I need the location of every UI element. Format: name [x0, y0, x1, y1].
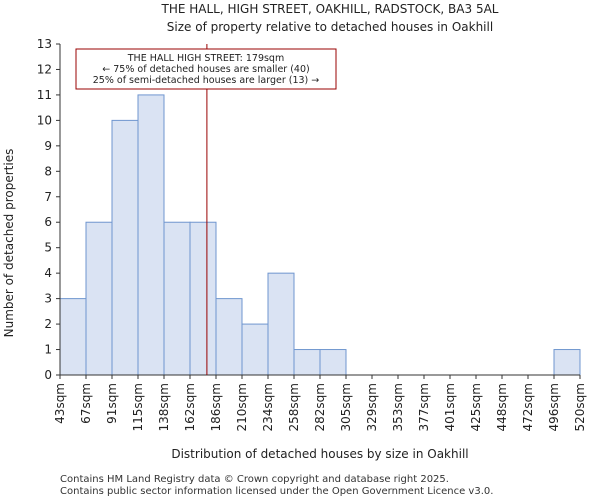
x-axis-label: Distribution of detached houses by size …	[171, 447, 468, 461]
y-tick-label-1: 1	[44, 343, 52, 357]
y-tick-label-6: 6	[44, 215, 52, 229]
bar-186sqm	[215, 298, 243, 376]
x-tick-label-234sqm: 234sqm	[261, 383, 275, 431]
x-tick-label-282sqm: 282sqm	[313, 383, 327, 431]
bar-234sqm	[267, 272, 295, 376]
x-tick-label-186sqm: 186sqm	[209, 383, 223, 431]
bar-138sqm	[163, 221, 191, 376]
annotation-line-1: THE HALL HIGH STREET: 179sqm	[127, 53, 284, 64]
y-tick-label-5: 5	[44, 241, 52, 255]
x-tick-label-377sqm: 377sqm	[417, 383, 431, 431]
bar-162sqm	[189, 221, 217, 376]
x-tick-label-425sqm: 425sqm	[469, 383, 483, 431]
x-tick-label-448sqm: 448sqm	[495, 383, 509, 431]
y-tick-label-12: 12	[37, 62, 52, 76]
x-tick-label-258sqm: 258sqm	[287, 383, 301, 431]
y-tick-label-8: 8	[44, 164, 52, 178]
x-tick-label-210sqm: 210sqm	[235, 383, 249, 431]
chart-title: THE HALL, HIGH STREET, OAKHILL, RADSTOCK…	[161, 2, 499, 16]
x-tick-label-138sqm: 138sqm	[157, 383, 171, 431]
y-tick-label-10: 10	[37, 113, 52, 127]
x-tick-label-329sqm: 329sqm	[365, 383, 379, 431]
y-tick-label-3: 3	[44, 292, 52, 306]
y-axis-label: Number of detached properties	[2, 149, 16, 338]
y-tick-label-0: 0	[44, 368, 52, 382]
footer-line-2: Contains public sector information licen…	[60, 486, 493, 497]
bar-258sqm	[293, 349, 321, 376]
bar-115sqm	[137, 94, 165, 376]
x-tick-label-162sqm: 162sqm	[183, 383, 197, 431]
x-tick-label-353sqm: 353sqm	[391, 383, 405, 431]
x-tick-label-520sqm: 520sqm	[573, 383, 587, 431]
bar-496sqm	[553, 349, 581, 376]
x-tick-label-305sqm: 305sqm	[339, 383, 353, 431]
x-tick-label-91sqm: 91sqm	[105, 383, 119, 424]
annotation-line-3: 25% of semi-detached houses are larger (…	[93, 75, 320, 86]
annotation-box	[75, 48, 337, 90]
x-tick-label-401sqm: 401sqm	[443, 383, 457, 431]
chart-subtitle: Size of property relative to detached ho…	[167, 20, 493, 34]
bar-67sqm	[85, 221, 113, 376]
y-tick-label-11: 11	[37, 88, 52, 102]
x-tick-label-67sqm: 67sqm	[79, 383, 93, 424]
x-tick-label-43sqm: 43sqm	[53, 383, 67, 424]
x-tick-label-496sqm: 496sqm	[547, 383, 561, 431]
y-tick-label-7: 7	[44, 190, 52, 204]
y-tick-label-4: 4	[44, 266, 52, 280]
y-tick-label-13: 13	[37, 37, 52, 51]
x-tick-label-472sqm: 472sqm	[521, 383, 535, 431]
bar-210sqm	[241, 323, 269, 376]
x-tick-label-115sqm: 115sqm	[131, 383, 145, 431]
footer-line-1: Contains HM Land Registry data © Crown c…	[60, 474, 449, 485]
y-tick-label-9: 9	[44, 139, 52, 153]
bar-91sqm	[111, 119, 139, 376]
y-tick-label-2: 2	[44, 317, 52, 331]
annotation-line-2: ← 75% of detached houses are smaller (40…	[102, 64, 309, 75]
bar-43sqm	[59, 298, 87, 376]
bar-282sqm	[319, 349, 347, 376]
